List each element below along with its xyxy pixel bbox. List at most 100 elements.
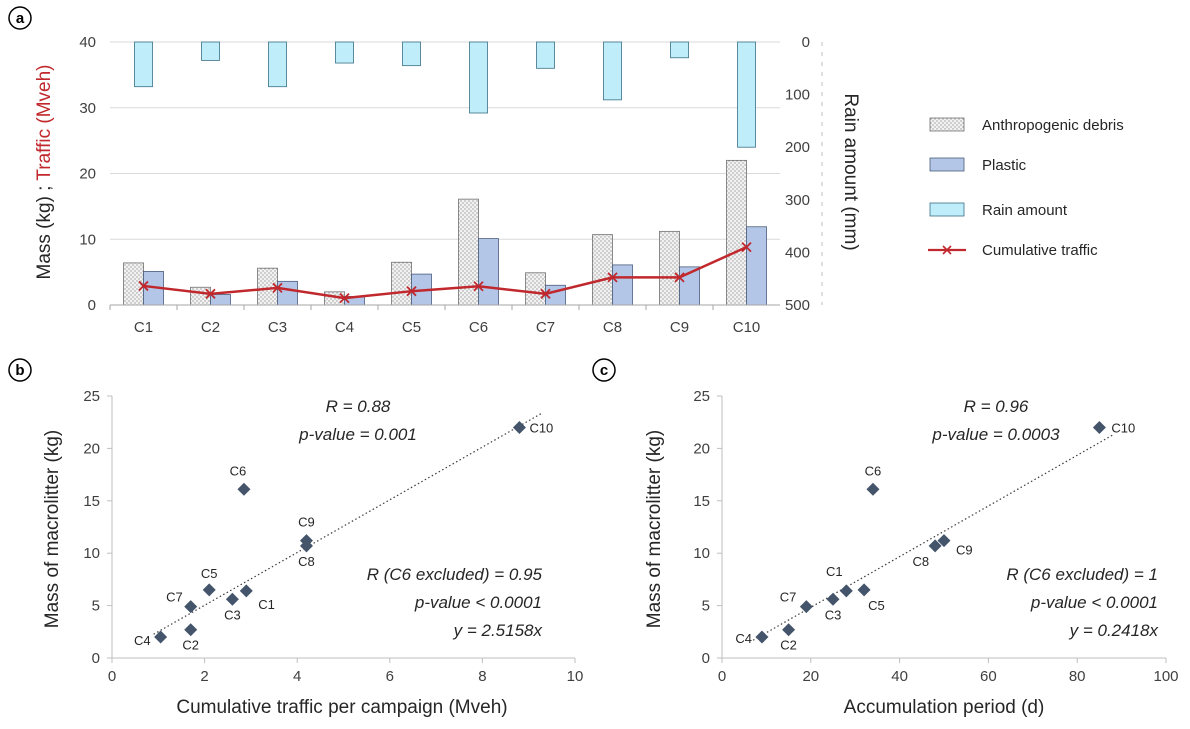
rain-bar xyxy=(402,41,421,67)
y-tick-label: 0 xyxy=(702,650,710,667)
x-tick-label: 100 xyxy=(1153,668,1178,685)
plastic-bar xyxy=(478,238,499,306)
panel-b-r-value: R = 0.88 xyxy=(326,397,391,416)
anthropogenic-bar xyxy=(726,159,747,306)
panel-a-legend: Anthropogenic debris Plastic Rain amount Cu… xyxy=(928,117,1124,259)
y-tick-label: 10 xyxy=(693,545,710,562)
legend-swatch-rain xyxy=(929,202,965,217)
data-point xyxy=(839,584,853,598)
data-point xyxy=(299,534,313,548)
point-label: C9 xyxy=(956,543,973,558)
rain-bar xyxy=(268,41,287,88)
x-tick-label: 40 xyxy=(891,668,908,685)
plastic-bar xyxy=(746,226,767,306)
panel-c-badge: c xyxy=(592,358,616,382)
category-label: C5 xyxy=(402,319,421,336)
y2-tick-label: 400 xyxy=(785,244,810,261)
rain-bar xyxy=(469,41,488,114)
panel-a-ylabel-traffic: Traffic (Mveh) xyxy=(34,64,55,180)
traffic-marker xyxy=(272,282,283,294)
panel-c-r-value: R = 0.96 xyxy=(964,397,1029,416)
point-label: C7 xyxy=(780,590,797,605)
panel-c-points: C1 C2 C3 C4 C5 C6 C7 C8 C9 C10 xyxy=(735,420,1135,652)
y-tick-label: 15 xyxy=(693,493,710,510)
trend-line xyxy=(153,412,543,635)
rain-bar xyxy=(603,41,622,101)
point-label: C8 xyxy=(912,554,929,569)
traffic-marker xyxy=(138,280,149,292)
data-point xyxy=(184,600,198,614)
category-label: C1 xyxy=(134,319,153,336)
point-label: C3 xyxy=(825,607,842,622)
y-tick-label: 20 xyxy=(83,440,100,457)
rain-bar xyxy=(134,41,153,88)
y-tick-label: 20 xyxy=(693,440,710,457)
trend-line xyxy=(752,434,1114,641)
plastic-bar xyxy=(545,284,566,306)
traffic-marker xyxy=(473,281,484,292)
point-label: C8 xyxy=(298,554,315,569)
rain-bar xyxy=(670,41,689,59)
data-point xyxy=(826,592,840,606)
category-label: C2 xyxy=(201,319,220,336)
y-tick-label: 25 xyxy=(83,388,100,405)
category-label: C3 xyxy=(268,319,287,336)
rain-bar xyxy=(536,41,555,69)
legend-swatch-plastic xyxy=(929,157,965,172)
x-tick-label: 0 xyxy=(108,668,116,685)
panel-b-axes: 0 2 4 6 8 10 0 5 10 15 20 25 xyxy=(83,388,583,685)
y2-tick-label: 100 xyxy=(785,87,810,104)
y-tick-label: 25 xyxy=(693,388,710,405)
traffic-marker xyxy=(406,286,417,297)
panel-b-points: C1 C2 C3 C4 C5 C6 C7 C8 C9 C10 xyxy=(134,420,553,652)
y-tick-label: 5 xyxy=(702,598,710,615)
anthropogenic-bar xyxy=(592,234,613,306)
y-tick-label: 0 xyxy=(92,650,100,667)
y-tick-label: 20 xyxy=(79,166,96,183)
traffic-line-group xyxy=(138,242,752,304)
data-point xyxy=(937,534,951,548)
panel-b-xlabel: Cumulative traffic per campaign (Mveh) xyxy=(176,697,507,718)
anthropogenic-bar xyxy=(391,261,412,306)
category-label: C10 xyxy=(733,319,761,336)
data-point xyxy=(755,630,769,644)
y2-tick-label: 300 xyxy=(785,192,810,209)
data-point xyxy=(782,623,796,637)
y2-tick-label: 0 xyxy=(802,34,810,51)
data-point xyxy=(512,420,526,434)
panel-c-ylabel: Mass of macrolitter (kg) xyxy=(644,430,665,628)
panel-a-y2label: Rain amount (mm) xyxy=(840,93,861,250)
category-label: C6 xyxy=(469,319,488,336)
x-tick-label: 80 xyxy=(1069,668,1086,685)
y-tick-label: 5 xyxy=(92,598,100,615)
y-tick-label: 30 xyxy=(79,100,96,117)
point-label: C6 xyxy=(865,463,882,478)
data-point xyxy=(857,583,871,597)
legend-swatch-anthropogenic xyxy=(929,117,965,132)
point-label: C4 xyxy=(134,633,151,648)
y-tick-label: 10 xyxy=(79,231,96,248)
y-tick-label: 40 xyxy=(79,34,96,51)
panel-c-p-excluded: p-value < 0.0001 xyxy=(1030,593,1158,612)
rain-bars xyxy=(134,41,756,148)
legend-traffic-marker xyxy=(942,245,952,255)
traffic-marker xyxy=(741,242,752,253)
panel-b-badge: b xyxy=(8,358,32,382)
data-point xyxy=(154,630,168,644)
traffic-marker xyxy=(674,272,685,283)
legend-label: Cumulative traffic xyxy=(982,242,1098,259)
x-tick-label: 4 xyxy=(293,668,301,685)
legend-label: Rain amount xyxy=(982,202,1068,219)
panel-b-equation: y = 2.5158x xyxy=(453,621,543,640)
legend-label: Plastic xyxy=(982,157,1027,174)
point-label: C10 xyxy=(1111,420,1135,435)
traffic-line xyxy=(143,246,748,300)
x-tick-label: 6 xyxy=(386,668,394,685)
category-label: C4 xyxy=(335,319,354,336)
point-label: C9 xyxy=(298,515,315,530)
panel-c-equation: y = 0.2418x xyxy=(1069,621,1159,640)
panel-b-r-excluded: R (C6 excluded) = 0.95 xyxy=(367,565,543,584)
